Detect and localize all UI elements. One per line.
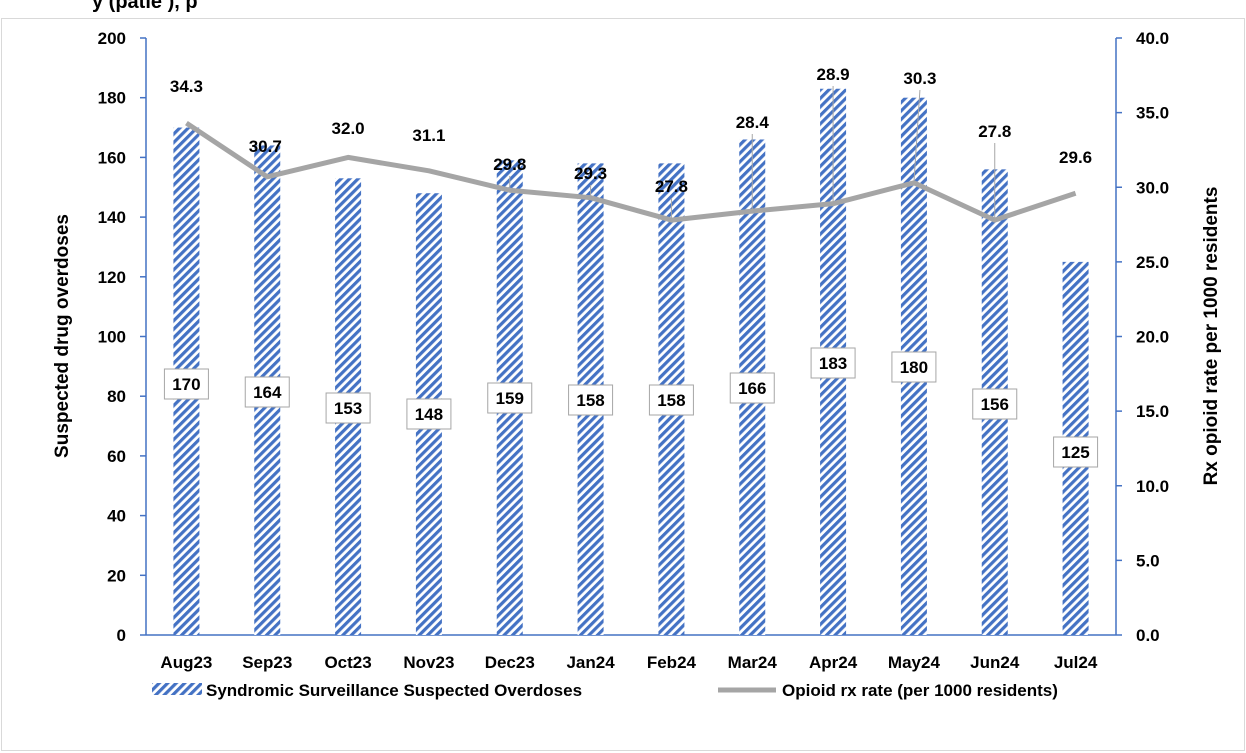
y-tick-label: 180 [98, 89, 126, 108]
chart-border [1, 18, 1245, 751]
bar-label-box [487, 382, 533, 414]
line-data-label: 28.4 [736, 113, 770, 132]
x-tick-label: Apr24 [809, 653, 858, 672]
rate-series-line [185, 120, 1077, 223]
x-tick-label: Sep23 [242, 653, 292, 672]
line-data-label: 29.6 [1059, 148, 1092, 167]
x-tick-label: Jan24 [566, 653, 615, 672]
y2-tick-label: 20.0 [1136, 328, 1169, 347]
y-tick-label: 60 [107, 447, 126, 466]
bar-label-text: 180 [900, 358, 928, 377]
bar-data-label: 159 [487, 382, 533, 414]
y2-tick-label: 40.0 [1136, 29, 1169, 48]
bar-label-text: 183 [819, 354, 847, 373]
line-data-label: 28.9 [817, 65, 850, 84]
y2-tick-label: 35.0 [1136, 104, 1169, 123]
x-tick-label: Nov23 [403, 653, 454, 672]
x-tick-label: Mar24 [728, 653, 778, 672]
y2-tick-label: 15.0 [1136, 402, 1169, 421]
bar-data-label: 125 [1053, 436, 1099, 468]
bar-label-text: 153 [334, 399, 362, 418]
y-axis-title: Suspected drug overdoses [52, 214, 73, 458]
x-tick-label: Oct23 [324, 653, 371, 672]
y-tick-label: 140 [98, 208, 126, 227]
bar-label-text: 159 [496, 389, 524, 408]
bar-data-label: 153 [325, 392, 371, 424]
bar-data-label: 148 [406, 398, 452, 430]
bar-data-label: 180 [891, 351, 937, 383]
bar-label-box [244, 376, 290, 408]
bar-data-label: 158 [648, 384, 694, 416]
y-tick-label: 40 [107, 507, 126, 526]
bar-data-label: 183 [810, 347, 856, 379]
legend-label-line: Opioid rx rate (per 1000 residents) [782, 681, 1058, 700]
line-data-label: 31.1 [412, 126, 445, 145]
bar-data-label: 156 [972, 388, 1018, 420]
rate-line [185, 120, 1077, 223]
bar-label-text: 170 [172, 375, 200, 394]
y2-tick-label: 5.0 [1136, 551, 1160, 570]
x-tick-label: May24 [888, 653, 941, 672]
bar-label-box [1053, 436, 1099, 468]
bar-label-box [729, 372, 775, 404]
bar-label-text: 125 [1061, 443, 1089, 462]
bars [173, 88, 1089, 636]
bar-label-box [810, 347, 856, 379]
bar-label-text: 158 [576, 391, 604, 410]
bar-data-labels: 170 164 153 148 159 158 158 166 183 180 156 125 [163, 347, 1099, 468]
line-data-label: 32.0 [332, 119, 365, 138]
bar-label-text: 166 [738, 379, 766, 398]
y-tick-label: 100 [98, 328, 126, 347]
axes [145, 38, 1117, 636]
bar-label-box [325, 392, 371, 424]
x-tick-label: Jul24 [1054, 653, 1098, 672]
line-data-label: 27.8 [655, 177, 688, 196]
bar-label-box [648, 384, 694, 416]
y2-tick-label: 10.0 [1136, 477, 1169, 496]
line-data-labels: 34.3 30.7 32.0 31.1 29.8 29.3 27.8 28.4 28.9 30.3… [170, 65, 1092, 196]
bar-label-box [163, 368, 209, 400]
y2-tick-label: 0.0 [1136, 626, 1160, 645]
line-data-label: 29.3 [574, 164, 607, 183]
y-tick-label: 160 [98, 148, 126, 167]
y-tick-label: 20 [107, 566, 126, 585]
legend: Syndromic Surveillance Suspected Overdos… [152, 681, 1058, 700]
bar-data-label: 166 [729, 372, 775, 404]
ticks: 0 20 40 60 80 100 120 140 160 180 200 0.0 5.0 10.0 15.… [98, 29, 1169, 672]
y2-axis-title: Rx opioid rate per 1000 residents [1201, 187, 1222, 486]
x-tick-label: Feb24 [647, 653, 697, 672]
y2-tick-label: 30.0 [1136, 178, 1169, 197]
legend-swatch-bars [152, 683, 202, 695]
line-data-label: 30.7 [249, 137, 282, 156]
bar-data-label: 170 [163, 368, 209, 400]
leader-lines [509, 86, 996, 221]
line-data-label: 27.8 [978, 122, 1011, 141]
bar-label-box [568, 384, 614, 416]
chart-title-fragment: y (patie ), p [92, 0, 198, 13]
line-data-label: 34.3 [170, 77, 203, 96]
x-tick-label: Aug23 [160, 653, 212, 672]
bar-label-box [891, 351, 937, 383]
bar-data-label: 158 [568, 384, 614, 416]
bar-label-box [972, 388, 1018, 420]
leader-line [913, 89, 921, 183]
bar-label-text: 156 [981, 395, 1009, 414]
bar-label-text: 148 [415, 405, 443, 424]
y-tick-label: 0 [117, 626, 126, 645]
bar-data-label: 164 [244, 376, 290, 408]
legend-label-bars: Syndromic Surveillance Suspected Overdos… [206, 681, 582, 700]
line-data-label: 29.8 [493, 155, 526, 174]
y-tick-label: 200 [98, 29, 126, 48]
bar-label-text: 158 [657, 391, 685, 410]
y2-tick-label: 25.0 [1136, 253, 1169, 272]
line-data-label: 30.3 [903, 69, 936, 88]
y-tick-label: 80 [107, 387, 126, 406]
bar-label-box [406, 398, 452, 430]
y-tick-label: 120 [98, 268, 126, 287]
bar-label-text: 164 [253, 383, 282, 402]
x-tick-label: Jun24 [970, 653, 1020, 672]
x-tick-label: Dec23 [485, 653, 535, 672]
